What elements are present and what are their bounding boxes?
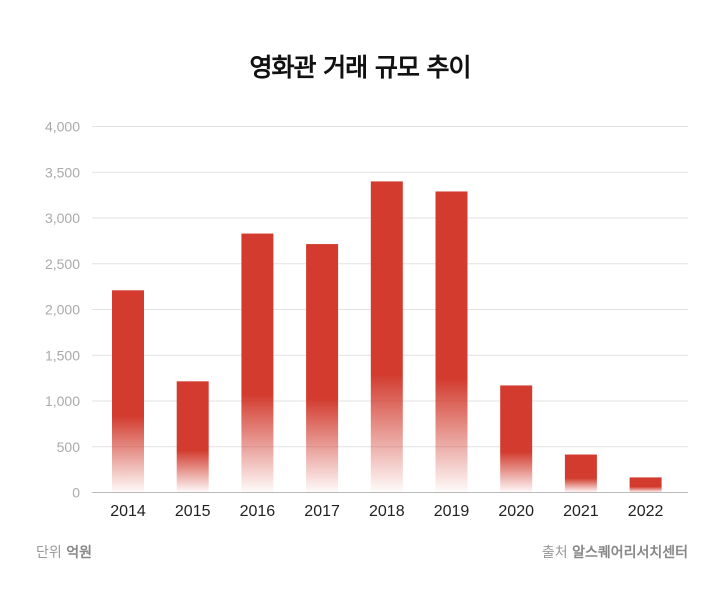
x-tick-label: 2021 (563, 503, 599, 520)
bar-2015 (176, 381, 209, 493)
bar-2022 (629, 477, 662, 493)
bar-2020 (500, 385, 533, 493)
x-tick-label: 2016 (240, 503, 276, 520)
source-note: 출처 알스퀘어리서치센터 (542, 542, 688, 562)
y-tick-label: 3,500 (45, 164, 80, 180)
x-tick-label: 2022 (628, 503, 664, 520)
y-tick-label: 1,500 (45, 347, 80, 363)
x-tick-label: 2015 (175, 503, 211, 520)
y-tick-label: 2,000 (45, 302, 80, 318)
bar-2019 (435, 191, 468, 493)
y-tick-label: 0 (72, 485, 80, 501)
x-tick-label: 2019 (434, 503, 470, 520)
x-tick-label: 2014 (110, 503, 146, 520)
x-tick-label: 2017 (304, 503, 340, 520)
bar-2018 (370, 181, 403, 493)
bar-2021 (564, 454, 597, 493)
bar-2014 (112, 290, 144, 493)
unit-value: 억원 (66, 545, 92, 561)
source-value: 알스퀘어리서치센터 (572, 545, 688, 561)
unit-label: 단위 (36, 545, 62, 561)
bar-2017 (306, 244, 339, 493)
y-tick-label: 500 (57, 439, 81, 455)
bar-2016 (241, 233, 274, 493)
y-tick-label: 4,000 (45, 119, 80, 135)
y-tick-label: 3,000 (45, 210, 80, 226)
unit-note: 단위 억원 (36, 542, 92, 562)
y-tick-label: 2,500 (45, 256, 80, 272)
source-label: 출처 (541, 545, 568, 561)
x-tick-label: 2020 (498, 503, 534, 520)
y-tick-label: 1,000 (45, 393, 80, 409)
x-tick-label: 2018 (369, 503, 405, 520)
chart-title: 영화관 거래 규모 추이 (249, 53, 471, 82)
